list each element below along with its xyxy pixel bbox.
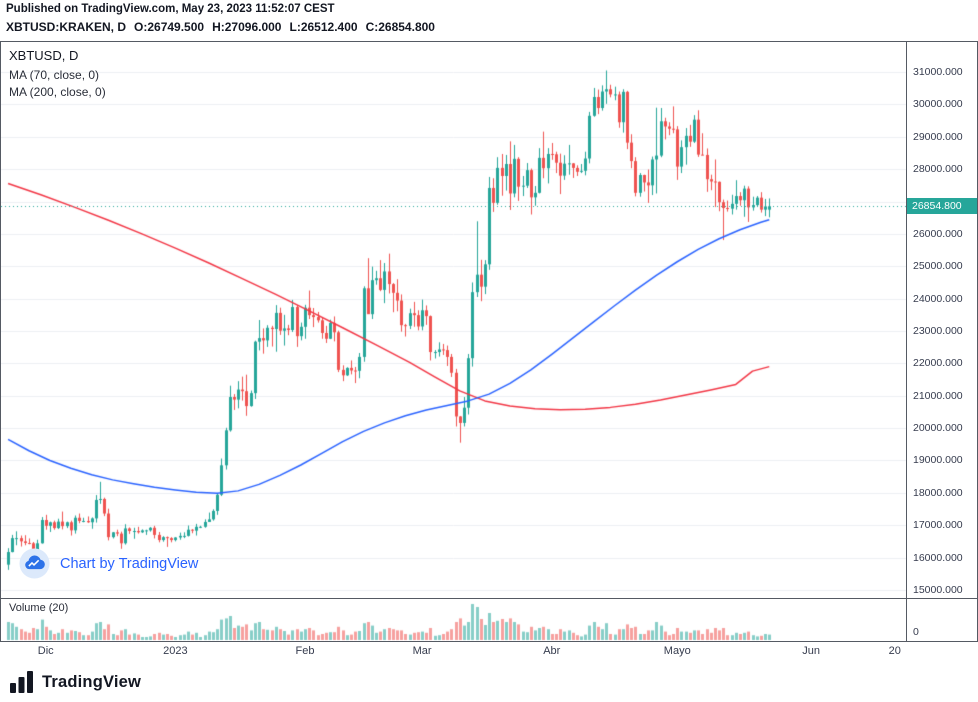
price-axis-label: 22000.000 xyxy=(913,357,963,370)
time-axis-label: Mar xyxy=(412,645,432,657)
price-axis[interactable]: 26854.800 31000.000 30000.000 29000.000 280… xyxy=(906,42,977,641)
time-axis-label: Dic xyxy=(37,645,54,657)
ohlc-close: C26854.800 xyxy=(366,20,435,34)
legend-ma70[interactable]: MA (70, close, 0) xyxy=(9,68,100,82)
price-axis-label: 28000.000 xyxy=(913,163,963,176)
time-axis-label: 20 xyxy=(888,645,901,657)
ohlc-low: L26512.400 xyxy=(289,20,357,34)
symbol-ohlc-line: XBTUSD:KRAKEN, D O26749.500 H27096.000 L… xyxy=(6,20,435,34)
time-axis-label: Abr xyxy=(543,645,561,657)
footer: TradingView xyxy=(0,662,978,702)
legend-symbol[interactable]: XBTUSD, D xyxy=(9,48,79,63)
volume-legend[interactable]: Volume (20) xyxy=(9,602,69,614)
price-axis-label: 21000.000 xyxy=(913,389,963,402)
price-axis-label: 20000.000 xyxy=(913,422,963,435)
volume-axis-zero-label: 0 xyxy=(913,626,919,638)
open-label: O xyxy=(134,20,147,34)
watermark-label[interactable]: Chart by TradingView xyxy=(60,555,199,572)
symbol-title: XBTUSD:KRAKEN, D xyxy=(6,20,126,34)
time-axis-label: 2023 xyxy=(163,645,188,657)
tradingview-wordmark[interactable]: TradingView xyxy=(42,672,142,691)
low-label: L xyxy=(289,20,300,34)
tradingview-watermark[interactable]: Chart by TradingView xyxy=(19,548,198,579)
high-label: H xyxy=(212,20,225,34)
ohlc-open: O26749.500 xyxy=(134,20,204,34)
price-axis-label: 15000.000 xyxy=(913,583,963,596)
time-axis-label: Jun xyxy=(802,645,820,657)
price-axis-label: 24000.000 xyxy=(913,292,963,305)
price-axis-label: 19000.000 xyxy=(913,454,963,467)
price-axis-label: 18000.000 xyxy=(913,486,963,499)
close-label: C xyxy=(366,20,379,34)
price-axis-label: 17000.000 xyxy=(913,519,963,532)
price-axis-label: 23000.000 xyxy=(913,325,963,337)
time-axis-label: Mayo xyxy=(663,645,691,657)
high-value: 27096.000 xyxy=(224,20,282,34)
current-price-label: 26854.800 xyxy=(907,198,977,215)
price-axis-label: 25000.000 xyxy=(913,260,963,273)
price-axis-label: 30000.000 xyxy=(913,98,963,111)
pane-separator[interactable] xyxy=(1,598,977,599)
chart-legend: XBTUSD, D MA (70, close, 0) MA (200, clo… xyxy=(9,48,106,101)
price-axis-label: 31000.000 xyxy=(913,66,963,79)
open-value: 26749.500 xyxy=(147,20,205,34)
price-chart-canvas[interactable] xyxy=(1,42,906,641)
chart-frame: XBTUSD, D MA (70, close, 0) MA (200, clo… xyxy=(0,41,978,642)
price-axis-label: 29000.000 xyxy=(913,130,963,143)
tradingview-cloud-icon xyxy=(19,548,50,579)
time-axis[interactable]: Dic 2023 Feb Mar Abr Mayo Jun 20 xyxy=(0,645,978,661)
price-axis-label: 26000.000 xyxy=(913,227,963,240)
tradingview-logo-icon[interactable] xyxy=(10,671,34,693)
time-axis-label: Feb xyxy=(295,645,315,657)
low-value: 26512.400 xyxy=(300,20,358,34)
ohlc-high: H27096.000 xyxy=(212,20,281,34)
close-value: 26854.800 xyxy=(378,20,435,34)
legend-ma200[interactable]: MA (200, close, 0) xyxy=(9,85,106,99)
price-axis-label: 16000.000 xyxy=(913,551,963,564)
published-line: Published on TradingView.com, May 23, 20… xyxy=(6,3,335,15)
